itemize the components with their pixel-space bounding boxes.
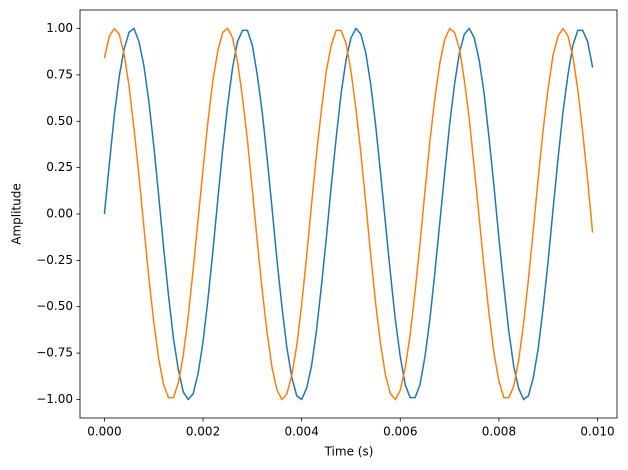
x-tick-label: 0.006 [383,425,417,439]
y-tick-label: 0.50 [46,114,73,128]
x-axis-label: Time (s) [324,445,374,459]
plot-frame [79,9,618,419]
y-tick-label: −1.00 [36,392,73,406]
x-tick-label: 0.010 [580,425,614,439]
x-tick-label: 0.008 [482,425,516,439]
line-series [103,27,594,401]
y-tick-label: 0.00 [46,207,73,221]
y-tick-label: 0.25 [46,160,73,174]
y-tick-label: −0.75 [36,346,73,360]
x-tick-label: 0.004 [284,425,318,439]
x-tick-label: 0.002 [186,425,220,439]
y-tick-label: 1.00 [46,21,73,35]
y-tick-label: 0.75 [46,67,73,81]
y-tick-label: −0.25 [36,253,73,267]
x-tick-label: 0.000 [87,425,121,439]
y-axis-label: Amplitude [10,183,24,245]
y-tick-label: −0.50 [36,299,73,313]
line-series [103,27,594,401]
